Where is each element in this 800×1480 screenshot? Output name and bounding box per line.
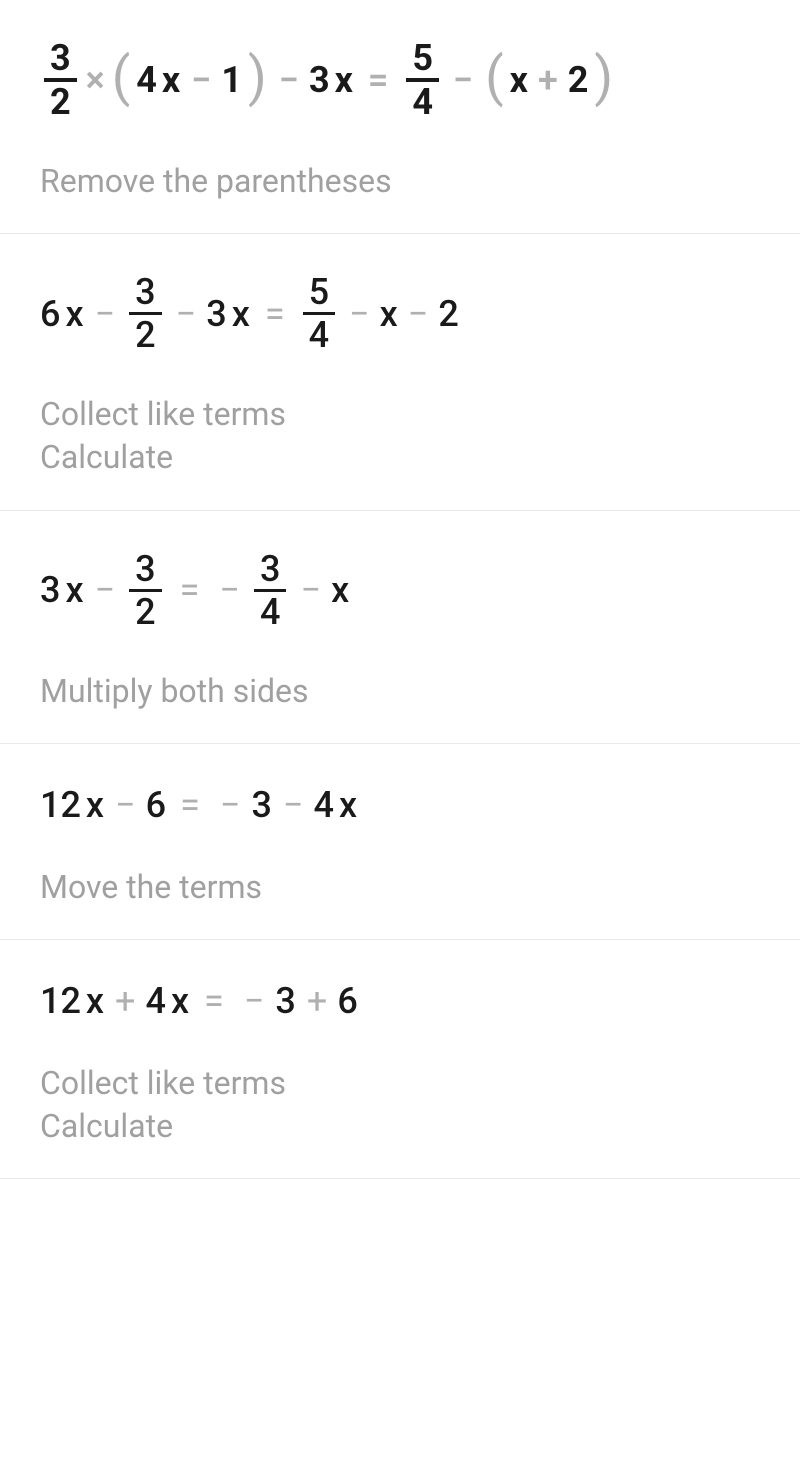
operator-minus: −	[95, 569, 116, 611]
numerator: 3	[129, 551, 161, 589]
operator-plus: +	[115, 980, 135, 1022]
operator-plus: +	[538, 59, 558, 101]
solution-step: 12 x + 4 x = − 3 + 6 Collect like termsC…	[0, 940, 800, 1179]
denominator: 4	[406, 78, 439, 120]
equals-sign: =	[180, 784, 200, 826]
paren-open: (	[485, 56, 503, 99]
step-caption: Multiply both sides	[40, 670, 760, 713]
paren-close: )	[248, 56, 267, 99]
equals-sign: =	[265, 293, 285, 335]
number: 2	[568, 59, 589, 101]
number: 6	[337, 980, 357, 1022]
coefficient: 3	[40, 569, 60, 611]
step-caption: Move the terms	[40, 866, 760, 909]
solution-step: 3 x − 3 2 = − 3 4 − x Multiply both side…	[0, 511, 800, 744]
variable: x	[339, 784, 357, 826]
operator-minus: −	[95, 293, 116, 335]
variable: x	[65, 569, 83, 611]
fraction: 3 2	[129, 551, 161, 630]
denominator: 2	[44, 78, 77, 120]
operator-minus: −	[300, 569, 321, 611]
operator-minus: −	[283, 784, 304, 826]
coefficient: 4	[314, 784, 334, 826]
solution-step: 12 x − 6 = − 3 − 4 x Move the terms	[0, 744, 800, 940]
operator-plus: +	[307, 980, 327, 1022]
denominator: 4	[254, 589, 286, 630]
number: 2	[438, 293, 458, 335]
operator-neg: −	[220, 784, 241, 826]
operator-minus: −	[115, 784, 136, 826]
numerator: 3	[129, 274, 161, 312]
equation: 3 x − 3 2 = − 3 4 − x	[40, 551, 760, 630]
step-caption: Remove the parentheses	[40, 160, 760, 203]
operator-minus: −	[349, 293, 370, 335]
equation: 12 x + 4 x = − 3 + 6	[40, 980, 760, 1022]
fraction: 3 2	[129, 274, 161, 353]
variable: x	[86, 980, 104, 1022]
denominator: 2	[129, 312, 161, 353]
coefficient: 4	[136, 59, 157, 101]
operator-minus: −	[408, 293, 429, 335]
coefficient: 6	[40, 293, 60, 335]
number: 3	[251, 784, 271, 826]
coefficient: 12	[40, 980, 81, 1022]
operator-neg: −	[244, 980, 265, 1022]
fraction: 3 4	[254, 551, 286, 630]
variable: x	[65, 293, 83, 335]
paren-close: )	[594, 56, 613, 99]
operator-minus: −	[191, 59, 211, 101]
variable: x	[232, 293, 250, 335]
equation: 12 x − 6 = − 3 − 4 x	[40, 784, 760, 826]
operator-mult: ×	[86, 59, 105, 101]
denominator: 2	[129, 589, 161, 630]
operator-minus: −	[279, 59, 299, 101]
coefficient: 3	[309, 59, 330, 101]
numerator: 3	[254, 551, 286, 589]
variable: x	[86, 784, 104, 826]
fraction: 5 4	[303, 274, 335, 353]
numerator: 3	[44, 40, 77, 78]
variable: x	[380, 293, 398, 335]
paren-open: (	[112, 56, 130, 99]
operator-neg: −	[219, 569, 240, 611]
denominator: 4	[303, 312, 335, 353]
coefficient: 4	[145, 980, 165, 1022]
numerator: 5	[303, 274, 335, 312]
variable: x	[171, 980, 189, 1022]
coefficient: 3	[206, 293, 226, 335]
operator-minus: −	[453, 59, 473, 101]
variable: x	[331, 569, 349, 611]
fraction: 3 2	[44, 40, 77, 120]
variable: x	[510, 59, 528, 101]
step-caption: Collect like termsCalculate	[40, 393, 760, 479]
coefficient: 12	[40, 784, 81, 826]
equation: 3 2 × ( 4 x − 1 ) − 3 x = 5 4 − ( x + 2 …	[40, 40, 760, 120]
equals-sign: =	[368, 59, 388, 101]
solution-step: 3 2 × ( 4 x − 1 ) − 3 x = 5 4 − ( x + 2 …	[0, 0, 800, 234]
equation: 6 x − 3 2 − 3 x = 5 4 − x − 2	[40, 274, 760, 353]
variable: x	[162, 59, 180, 101]
step-caption: Collect like termsCalculate	[40, 1062, 760, 1148]
solution-step: 6 x − 3 2 − 3 x = 5 4 − x − 2 Collect li…	[0, 234, 800, 510]
variable: x	[335, 59, 353, 101]
number: 3	[275, 980, 295, 1022]
equals-sign: =	[204, 980, 224, 1022]
numerator: 5	[406, 40, 439, 78]
fraction: 5 4	[406, 40, 439, 120]
operator-minus: −	[176, 293, 197, 335]
number: 6	[146, 784, 166, 826]
number: 1	[221, 59, 242, 101]
equals-sign: =	[180, 569, 200, 611]
